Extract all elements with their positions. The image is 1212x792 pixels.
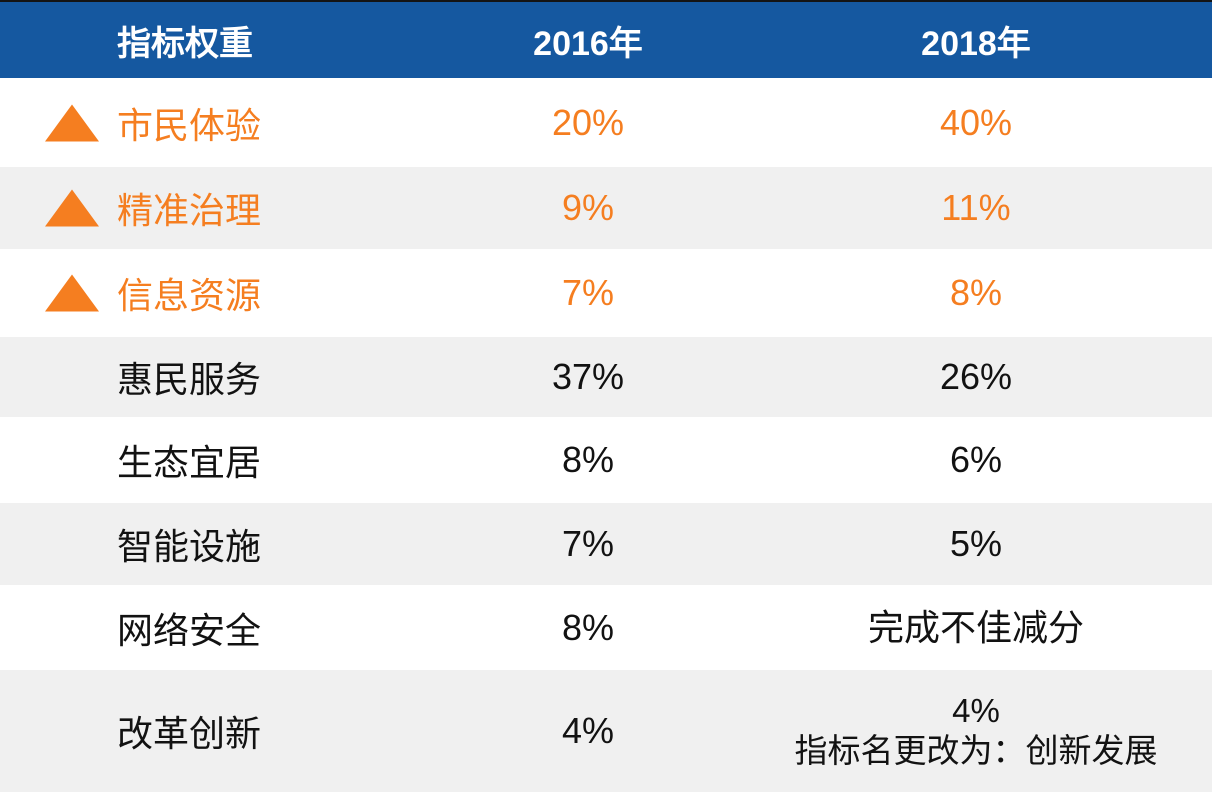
value-2018-main: 完成不佳减分 [867,606,1084,648]
table-row: 精准治理 9% 11% [0,167,1212,249]
value-2018-cell: 8% [740,271,1212,315]
table-row: 惠民服务 37% 26% [0,337,1212,417]
indicator-cell: 信息资源 [0,267,436,319]
table-row: 市民体验 20% 40% [0,78,1212,167]
top-rule [0,0,1212,2]
value-2018-main: 5% [949,523,1003,565]
value-2018-cell: 4% 指标名更改为：创新发展 [740,691,1212,772]
table-body: 市民体验 20% 40% 精准治理 9% 11% 信息资源 7% 8% [0,78,1212,792]
value-2016-cell: 9% [561,187,615,228]
value-2018-main: 11% [941,187,1011,229]
value-2016-cell: 37% [551,356,625,397]
table-row: 信息资源 7% 8% [0,249,1212,337]
value-2018-main: 8% [949,272,1003,314]
value-2018-note: 指标名更改为：创新发展 [794,732,1158,769]
value-2018-cell: 11% [740,186,1212,230]
triangle-up-icon [45,104,99,141]
value-2018-main: 6% [949,439,1003,481]
value-2018-cell: 40% [740,101,1212,145]
indicator-cell: 精准治理 [0,182,436,234]
indicator-label: 信息资源 [117,275,262,316]
triangle-up-icon [45,189,99,227]
indicator-label: 惠民服务 [117,359,262,400]
value-2018-main: 4% [952,691,1000,729]
indicator-label: 市民体验 [117,104,262,146]
indicator-label: 网络安全 [117,609,262,651]
value-2018-cell: 26% [740,355,1212,399]
value-2016-cell: 8% [561,439,615,480]
indicator-cell: 改革创新 [0,705,436,757]
indicator-cell: 智能设施 [0,518,436,570]
value-2016-cell: 7% [561,523,615,564]
indicator-label: 改革创新 [117,713,262,754]
column-header-2016: 2016年 [533,24,643,63]
value-2018-cell: 6% [740,438,1212,482]
value-2016-cell: 20% [551,101,625,143]
indicator-cell: 市民体验 [0,97,436,149]
value-2018-cell: 5% [740,522,1212,566]
value-2018-main: 40% [939,101,1013,143]
column-header-indicator: 指标权重 [117,24,253,63]
value-2016-cell: 7% [561,272,615,313]
indicator-cell: 生态宜居 [0,434,436,486]
table-row: 改革创新 4% 4% 指标名更改为：创新发展 [0,670,1212,792]
indicator-cell: 网络安全 [0,602,436,654]
value-2018-cell: 完成不佳减分 [740,606,1212,650]
column-header-2018: 2018年 [921,24,1031,63]
value-2018-main: 26% [939,356,1013,398]
indicator-label: 精准治理 [117,190,262,231]
table-row: 生态宜居 8% 6% [0,417,1212,503]
value-2016-cell: 4% [561,710,615,751]
table-header-row: 指标权重 2016年 2018年 [0,2,1212,78]
indicator-label: 智能设施 [117,526,262,567]
table-row: 网络安全 8% 完成不佳减分 [0,585,1212,670]
value-2016-cell: 8% [561,606,615,648]
indicator-label: 生态宜居 [117,442,262,483]
triangle-up-icon [45,274,99,312]
indicator-cell: 惠民服务 [0,351,436,403]
table-row: 智能设施 7% 5% [0,503,1212,585]
